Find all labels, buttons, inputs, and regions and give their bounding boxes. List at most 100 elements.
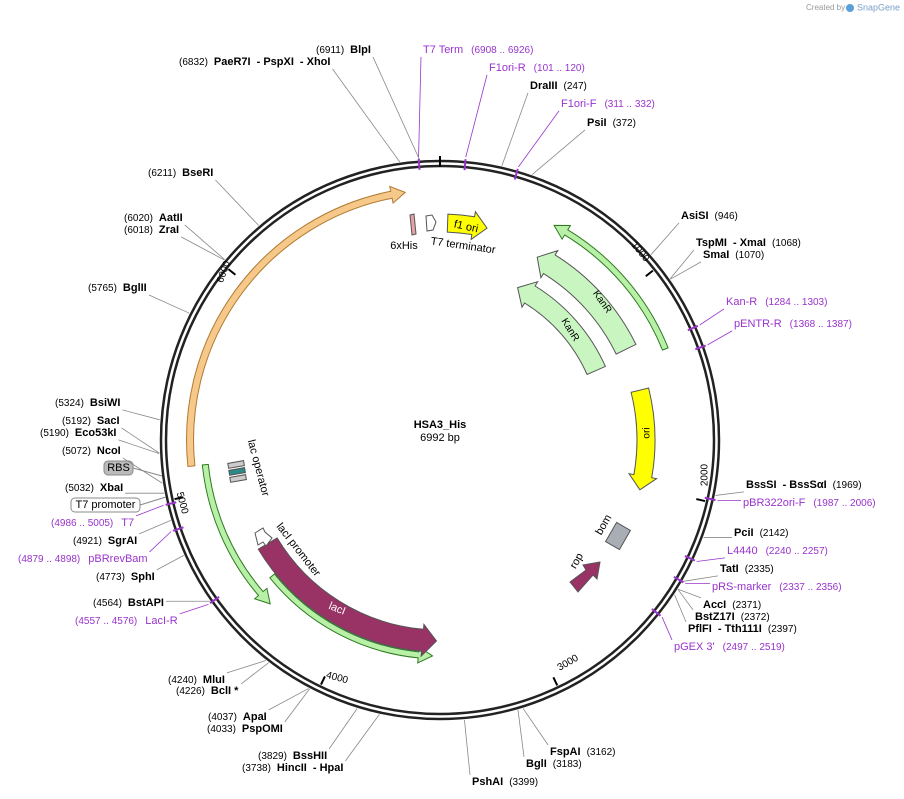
primer-mark <box>673 575 684 584</box>
feature-label: lacI <box>327 600 347 618</box>
site-position: (5324) <box>55 398 84 409</box>
site-name: - HpaI <box>313 762 344 774</box>
site-position: (4226) <box>176 686 205 697</box>
site-label: (5032) XbaI <box>65 482 123 494</box>
site-name: TatI <box>720 563 739 575</box>
leader-line <box>699 308 725 326</box>
site-position: (247) <box>564 81 587 92</box>
primer-label: F1ori-F (311 .. 332) <box>561 98 655 110</box>
site-position: (6911) <box>316 45 344 56</box>
leader-line <box>696 557 726 562</box>
orange-arc <box>186 185 407 468</box>
major-tick <box>552 676 559 686</box>
primer-range: (4879 .. 4898) <box>18 554 80 565</box>
site-position: (6020) <box>124 213 153 224</box>
site-name: SacI <box>97 415 120 427</box>
site-name: BssHII <box>293 750 327 762</box>
site-label: (6018) ZraI <box>124 224 179 236</box>
site: (3829) BssHII <box>258 750 327 762</box>
site: BglI (3183) <box>526 758 582 770</box>
site-position: (4037) <box>208 712 237 723</box>
site-name: PflFI <box>688 623 712 635</box>
site-name: PspOMI <box>242 723 283 735</box>
site-position: (6211) <box>148 168 176 179</box>
leader-line <box>669 249 695 280</box>
site-name: AccI <box>703 599 726 611</box>
site-name: DraIII <box>530 80 558 92</box>
site-label: (4240) MluI <box>168 674 225 686</box>
site-position: (4773) <box>96 572 125 583</box>
lac-operator-box <box>229 474 247 483</box>
primer-range: (2337 .. 2356) <box>779 582 841 593</box>
site-label: BssSI - BssSαI (1969) <box>746 479 862 491</box>
leader-line <box>215 179 259 226</box>
site: SmaI (1070) <box>703 249 764 261</box>
primer-label: pBR322ori-F (1987 .. 2006) <box>743 497 876 509</box>
site-position: (3399) <box>509 777 538 788</box>
leader-line <box>464 719 471 775</box>
site-label: TatI (2335) <box>720 563 774 575</box>
site: (5324) BsiWI <box>55 397 120 409</box>
leader-line <box>465 74 488 158</box>
site-name: BseRI <box>182 167 213 179</box>
leader-line <box>674 594 687 623</box>
site-name: BstAPI <box>128 597 164 609</box>
leader-line <box>677 589 694 611</box>
feature-label: ori <box>642 427 653 438</box>
leader-line <box>661 616 673 641</box>
primer-mark <box>687 324 699 332</box>
site-position: (3183) <box>553 759 582 770</box>
leader-line <box>418 56 422 157</box>
site: (5192) SacI <box>62 415 120 427</box>
leader-line <box>332 68 401 163</box>
site: (4226) BclI * <box>176 685 239 697</box>
site-name: BglI <box>526 758 547 770</box>
leader-line <box>148 294 190 314</box>
site: AccI (2371) <box>703 599 761 611</box>
site-name: SphI <box>131 571 155 583</box>
feature-label: f1 ori <box>453 218 479 235</box>
major-tick <box>696 498 706 503</box>
feature-label: 6xHis <box>390 240 418 252</box>
leader-line <box>184 224 225 260</box>
site-label: TspMI - XmaI (1068) <box>696 237 801 249</box>
site-label: (5190) Eco53kI <box>40 427 117 439</box>
tick-label: 2000 <box>700 463 711 486</box>
site: (6911) BlpI <box>316 44 371 56</box>
site-name: MluI <box>203 674 225 686</box>
primer-label: (4986 .. 5005) T7 <box>51 517 134 529</box>
primer-label: pRS-marker (2337 .. 2356) <box>712 581 842 593</box>
brand-logo <box>846 4 854 12</box>
site-name: AsiSI <box>681 210 709 222</box>
leader <box>139 496 167 506</box>
primer: T7 Term (6908 .. 6926) <box>423 44 533 56</box>
primer-mark <box>172 526 184 532</box>
boxed-labels: RBS T7 promoter <box>70 460 167 513</box>
site-label: PsiI (372) <box>587 117 636 129</box>
site: (6211) BseRI <box>148 167 213 179</box>
primer-name: L4440 <box>727 545 758 557</box>
site-position: (4564) <box>93 598 122 609</box>
site-label: (4226) BclI * <box>176 685 239 697</box>
primer-range: (101 .. 120) <box>534 63 585 74</box>
site-label: (5072) NcoI <box>62 445 121 457</box>
leader-line <box>240 662 269 685</box>
primer-name: Kan-R <box>726 296 757 308</box>
kanr-arrow <box>536 249 637 355</box>
site: (5072) NcoI <box>62 445 121 457</box>
primer-mark <box>695 344 707 351</box>
feature-label: rop <box>568 551 586 571</box>
leader-line <box>682 575 719 582</box>
site-position: (946) <box>715 211 738 222</box>
site-label: (5324) BsiWI <box>55 397 120 409</box>
primer: F1ori-R (101 .. 120) <box>489 62 585 74</box>
site: (6832) PaeR7I - PspXI - XhoI <box>179 56 330 68</box>
site-position: (6018) <box>124 225 153 236</box>
site: DraIII (247) <box>530 80 587 92</box>
site-label: (6911) BlpI <box>316 44 371 56</box>
primer-mark <box>463 159 467 171</box>
leader-line <box>372 56 420 160</box>
site-label: PciI (2142) <box>734 527 788 539</box>
site-name: HincII <box>277 762 307 774</box>
green-arc <box>201 463 271 605</box>
